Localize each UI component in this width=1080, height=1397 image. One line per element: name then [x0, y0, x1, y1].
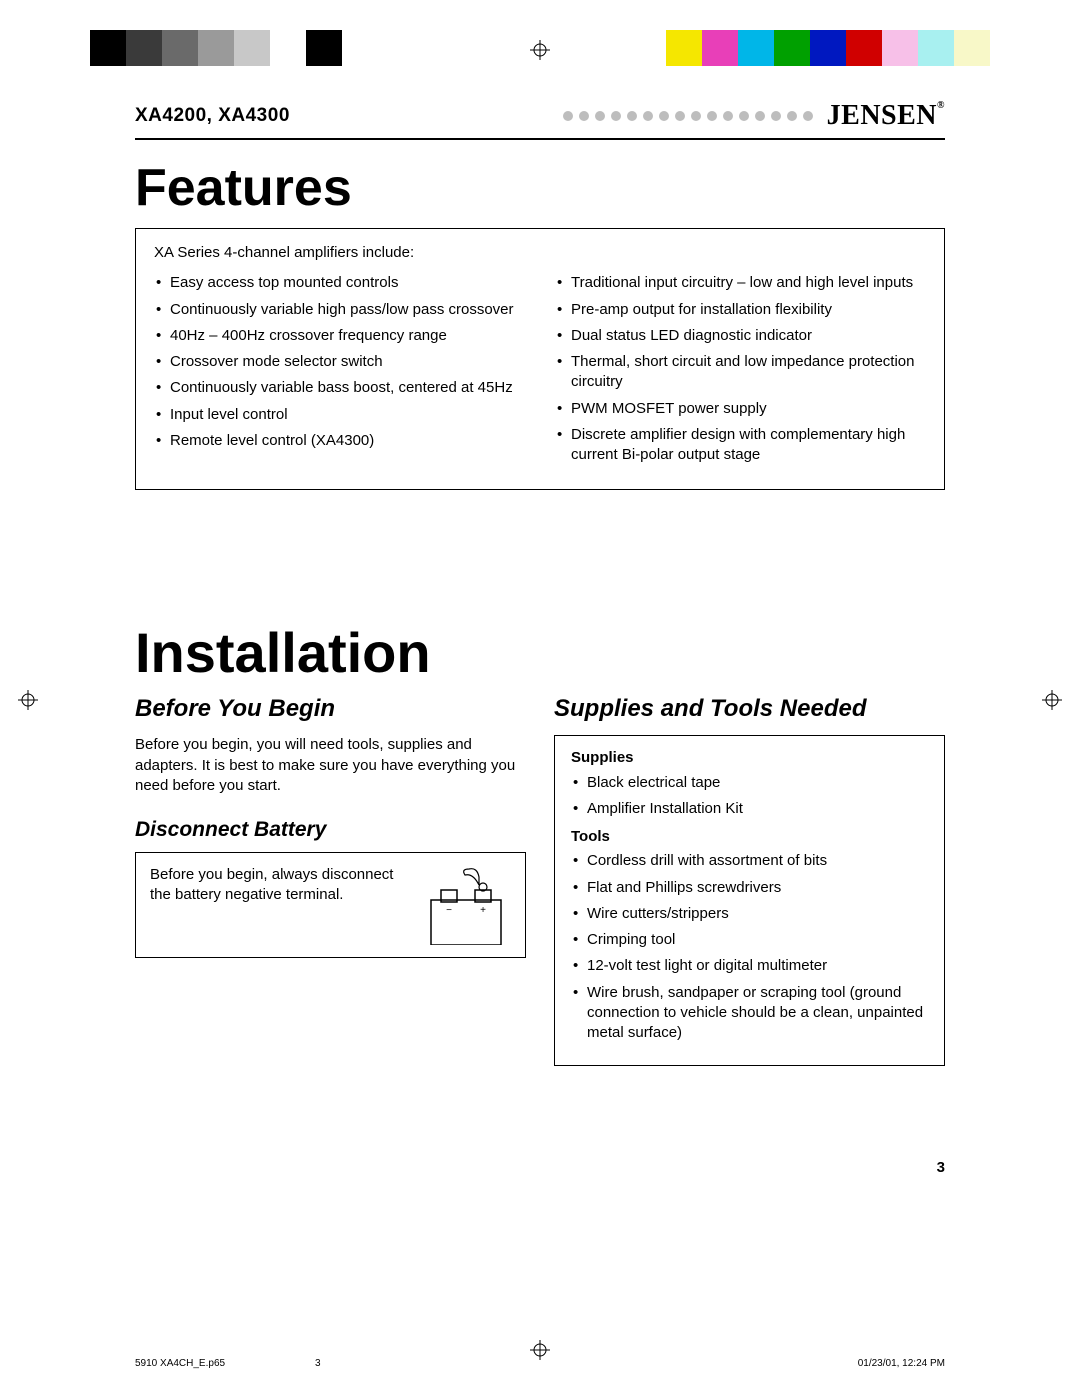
header-dot	[579, 111, 589, 121]
battery-icon: − +	[421, 865, 511, 945]
header-dot	[563, 111, 573, 121]
feature-item: Continuously variable bass boost, center…	[154, 378, 525, 398]
tool-item: Cordless drill with assortment of bits	[571, 851, 928, 871]
feature-item: Remote level control (XA4300)	[154, 431, 525, 451]
header-dot	[755, 111, 765, 121]
feature-item: Input level control	[154, 405, 525, 425]
registration-mark-bottom	[530, 1340, 550, 1360]
before-you-begin-text: Before you begin, you will need tools, s…	[135, 735, 526, 796]
colorbar-swatch	[954, 30, 990, 66]
header-dot	[771, 111, 781, 121]
features-heading: Features	[135, 158, 945, 218]
footer-filename: 5910 XA4CH_E.p65	[135, 1358, 225, 1369]
header-dot	[627, 111, 637, 121]
colorbar-swatch	[774, 30, 810, 66]
feature-item: Thermal, short circuit and low impedance…	[555, 352, 926, 393]
svg-text:+: +	[480, 905, 486, 916]
registration-mark-left	[18, 690, 38, 710]
page-header: XA4200, XA4300 JENSEN®	[135, 100, 945, 140]
tools-label: Tools	[571, 827, 928, 847]
colorbar-swatch	[306, 30, 342, 66]
colorbar-swatch	[990, 30, 1080, 66]
colorbar-swatch	[126, 30, 162, 66]
header-dot	[643, 111, 653, 121]
disconnect-battery-text: Before you begin, always disconnect the …	[150, 865, 407, 906]
supplies-tools-heading: Supplies and Tools Needed	[554, 695, 945, 723]
colorbar-swatch	[738, 30, 774, 66]
feature-item: Discrete amplifier design with complemen…	[555, 425, 926, 466]
brand-logo: JENSEN®	[827, 100, 945, 132]
feature-item: Easy access top mounted controls	[154, 273, 525, 293]
disconnect-battery-box: Before you begin, always disconnect the …	[135, 852, 526, 958]
colorbar-swatch	[90, 30, 126, 66]
disconnect-battery-heading: Disconnect Battery	[135, 818, 526, 842]
feature-item: Continuously variable high pass/low pass…	[154, 300, 525, 320]
feature-item: Dual status LED diagnostic indicator	[555, 326, 926, 346]
installation-heading: Installation	[135, 620, 945, 685]
supplies-list: Black electrical tape Amplifier Installat…	[571, 773, 928, 820]
supply-item: Amplifier Installation Kit	[571, 799, 928, 819]
colorbar-swatch	[918, 30, 954, 66]
header-dot	[787, 111, 797, 121]
header-dots	[563, 111, 813, 121]
header-dot	[659, 111, 669, 121]
feature-item: 40Hz – 400Hz crossover frequency range	[154, 326, 525, 346]
model-number: XA4200, XA4300	[135, 105, 290, 127]
colorbar-swatch	[846, 30, 882, 66]
tool-item: Wire brush, sandpaper or scraping tool (…	[571, 983, 928, 1044]
features-list-left: Easy access top mounted controls Continuo…	[154, 273, 525, 451]
page-number: 3	[937, 1159, 945, 1176]
header-dot	[675, 111, 685, 121]
svg-text:−: −	[446, 905, 452, 916]
footer-page: 3	[315, 1358, 321, 1369]
supply-item: Black electrical tape	[571, 773, 928, 793]
feature-item: PWM MOSFET power supply	[555, 399, 926, 419]
colorbar-swatch	[234, 30, 270, 66]
header-dot	[803, 111, 813, 121]
tool-item: Crimping tool	[571, 930, 928, 950]
supplies-label: Supplies	[571, 748, 928, 768]
colorbar-swatch	[810, 30, 846, 66]
supplies-tools-box: Supplies Black electrical tape Amplifier …	[554, 735, 945, 1066]
colorbar-swatch	[198, 30, 234, 66]
features-list-right: Traditional input circuitry – low and hi…	[555, 273, 926, 465]
colorbar-swatch	[270, 30, 306, 66]
tool-item: Flat and Phillips screwdrivers	[571, 878, 928, 898]
header-dot	[595, 111, 605, 121]
registration-mark-right	[1042, 690, 1062, 710]
footer-timestamp: 01/23/01, 12:24 PM	[858, 1358, 945, 1369]
before-you-begin-heading: Before You Begin	[135, 695, 526, 723]
tools-list: Cordless drill with assortment of bits Fl…	[571, 851, 928, 1043]
features-box: XA Series 4-channel amplifiers include: …	[135, 228, 945, 490]
tool-item: 12-volt test light or digital multimeter	[571, 956, 928, 976]
colorbar-swatch	[702, 30, 738, 66]
features-intro: XA Series 4-channel amplifiers include:	[154, 243, 926, 263]
header-dot	[691, 111, 701, 121]
feature-item: Traditional input circuitry – low and hi…	[555, 273, 926, 293]
installation-section: Installation Before You Begin Before you…	[135, 620, 945, 1066]
feature-item: Pre-amp output for installation flexibil…	[555, 300, 926, 320]
registration-mark-top	[530, 40, 550, 60]
page-content: XA4200, XA4300 JENSEN® Features XA Serie…	[135, 100, 945, 1066]
print-footer: 5910 XA4CH_E.p65 3 01/23/01, 12:24 PM	[135, 1358, 945, 1369]
header-dot	[723, 111, 733, 121]
header-dot	[611, 111, 621, 121]
tool-item: Wire cutters/strippers	[571, 904, 928, 924]
header-dot	[739, 111, 749, 121]
colorbar-swatch	[882, 30, 918, 66]
feature-item: Crossover mode selector switch	[154, 352, 525, 372]
colorbar-swatch	[666, 30, 702, 66]
colorbar-swatch	[162, 30, 198, 66]
colorbar-swatch	[0, 30, 90, 66]
header-dot	[707, 111, 717, 121]
